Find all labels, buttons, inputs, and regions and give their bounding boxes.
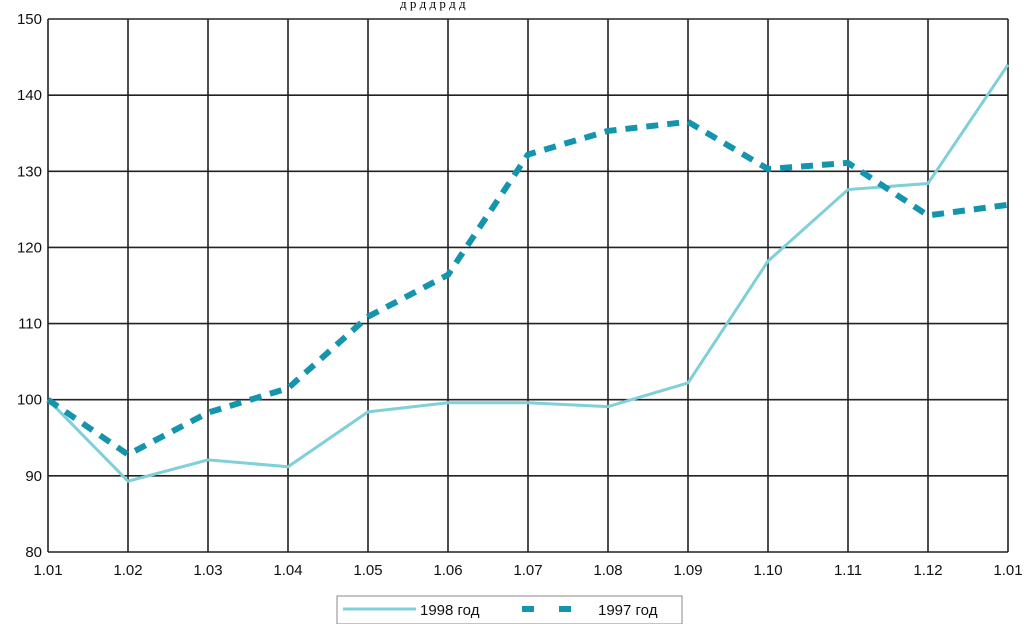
x-tick-label: 1.02 — [113, 562, 142, 579]
x-axis-tick-labels: 1.01 1.02 1.03 1.04 1.05 1.06 1.07 1.08 1.09 1.10… — [33, 562, 1022, 579]
y-tick-label: 80 — [25, 544, 42, 561]
legend: 1998 год 1997 год — [336, 595, 683, 624]
x-tick-label: 1.03 — [193, 562, 222, 579]
x-tick-label: 1.08 — [593, 562, 622, 579]
x-tick-label: 1.01 — [993, 562, 1022, 579]
x-tick-label: 1.06 — [433, 562, 462, 579]
x-tick-label: 1.07 — [513, 562, 542, 579]
y-tick-label: 120 — [17, 239, 42, 256]
y-tick-label: 130 — [17, 163, 42, 180]
y-tick-label: 100 — [17, 392, 42, 409]
x-tick-label: 1.12 — [913, 562, 942, 579]
y-axis-tick-labels: 80 90 100 110 120 130 140 150 — [17, 11, 42, 561]
legend-label: 1998 год — [420, 602, 480, 619]
x-tick-label: 1.04 — [273, 562, 302, 579]
series-dashed — [46, 118, 1009, 458]
y-tick-label: 110 — [18, 316, 42, 333]
x-tick-label: 1.05 — [353, 562, 382, 579]
y-tick-label: 140 — [17, 87, 42, 104]
x-tick-label: 1.10 — [753, 562, 782, 579]
partial-top-text: д р д д р д д — [400, 0, 466, 11]
grid — [47, 18, 1009, 553]
x-tick-label: 1.09 — [673, 562, 702, 579]
x-tick-label: 1.11 — [834, 562, 862, 579]
y-tick-label: 150 — [17, 11, 42, 28]
y-tick-label: 90 — [25, 468, 42, 485]
legend-label: 1997 год — [598, 602, 658, 619]
x-tick-label: 1.01 — [33, 562, 62, 579]
series-lines — [46, 63, 1010, 483]
